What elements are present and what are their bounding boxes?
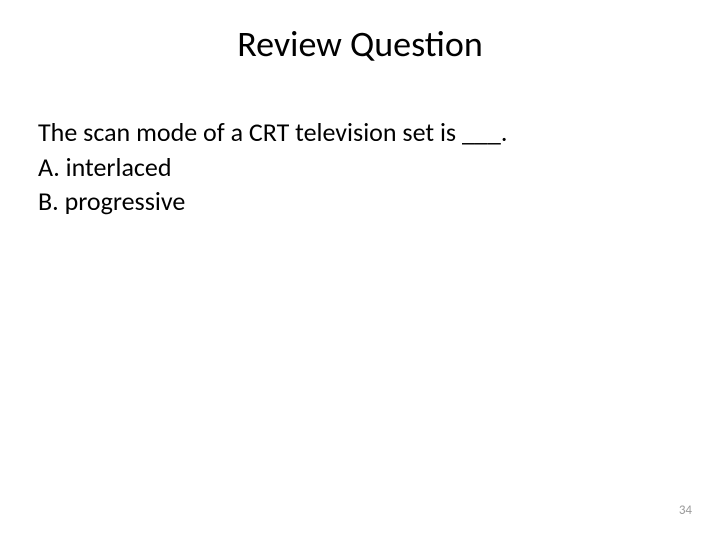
slide-title: Review Question [0, 0, 720, 66]
slide: Review Question The scan mode of a CRT t… [0, 0, 720, 540]
option-b: B. progressive [38, 185, 682, 218]
option-a-text: interlaced [66, 151, 172, 183]
slide-body: The scan mode of a CRT television set is… [38, 116, 682, 220]
option-b-text: progressive [65, 185, 186, 217]
question-text: The scan mode of a CRT television set is… [38, 116, 682, 149]
option-a-letter: A. [38, 151, 60, 183]
option-b-letter: B. [38, 185, 59, 217]
option-a: A. interlaced [38, 151, 682, 184]
page-number: 34 [679, 503, 692, 518]
